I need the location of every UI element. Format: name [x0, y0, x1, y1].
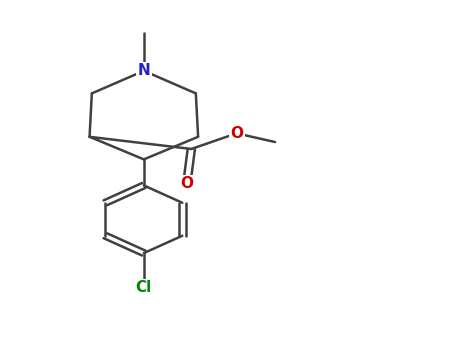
Text: Cl: Cl — [136, 280, 152, 295]
Text: O: O — [230, 126, 243, 141]
Text: N: N — [137, 63, 150, 78]
Text: O: O — [180, 176, 193, 191]
